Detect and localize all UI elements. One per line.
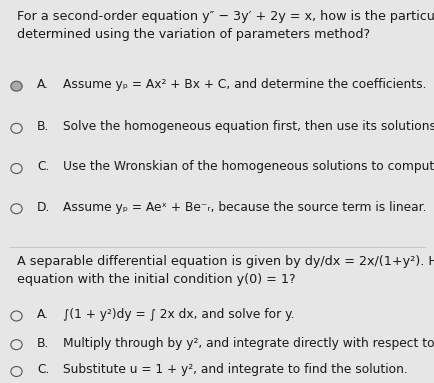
Text: Substitute u = 1 + y², and integrate to find the solution.: Substitute u = 1 + y², and integrate to … — [63, 363, 408, 376]
Text: C.: C. — [37, 160, 49, 173]
Text: D.: D. — [37, 201, 50, 214]
Text: Solve the homogeneous equation first, then use its solutions to construct yₚ: Solve the homogeneous equation first, th… — [63, 120, 434, 133]
Text: Assume yₚ = Ax² + Bx + C, and determine the coefficients.: Assume yₚ = Ax² + Bx + C, and determine … — [63, 78, 427, 91]
Text: B.: B. — [37, 337, 49, 350]
Text: A.: A. — [37, 308, 49, 321]
Text: Assume yₚ = Aeˣ + Be⁻ᵣ, because the source term is linear.: Assume yₚ = Aeˣ + Be⁻ᵣ, because the sour… — [63, 201, 427, 214]
Text: B.: B. — [37, 120, 49, 133]
Text: Multiply through by y², and integrate directly with respect to x.: Multiply through by y², and integrate di… — [63, 337, 434, 350]
Text: A.: A. — [37, 78, 49, 91]
Text: Use the Wronskian of the homogeneous solutions to compute yₚ.: Use the Wronskian of the homogeneous sol… — [63, 160, 434, 173]
Text: For a second-order equation y″ − 3y′ + 2y = x, how is the particular solution
de: For a second-order equation y″ − 3y′ + 2… — [17, 10, 434, 41]
Circle shape — [11, 81, 22, 91]
Text: ∫(1 + y²)dy = ∫ 2x dx, and solve for y.: ∫(1 + y²)dy = ∫ 2x dx, and solve for y. — [63, 308, 294, 321]
Text: A separable differential equation is given by dy/dx = 2x/(1+y²). How would you s: A separable differential equation is giv… — [17, 255, 434, 286]
Text: C.: C. — [37, 363, 49, 376]
